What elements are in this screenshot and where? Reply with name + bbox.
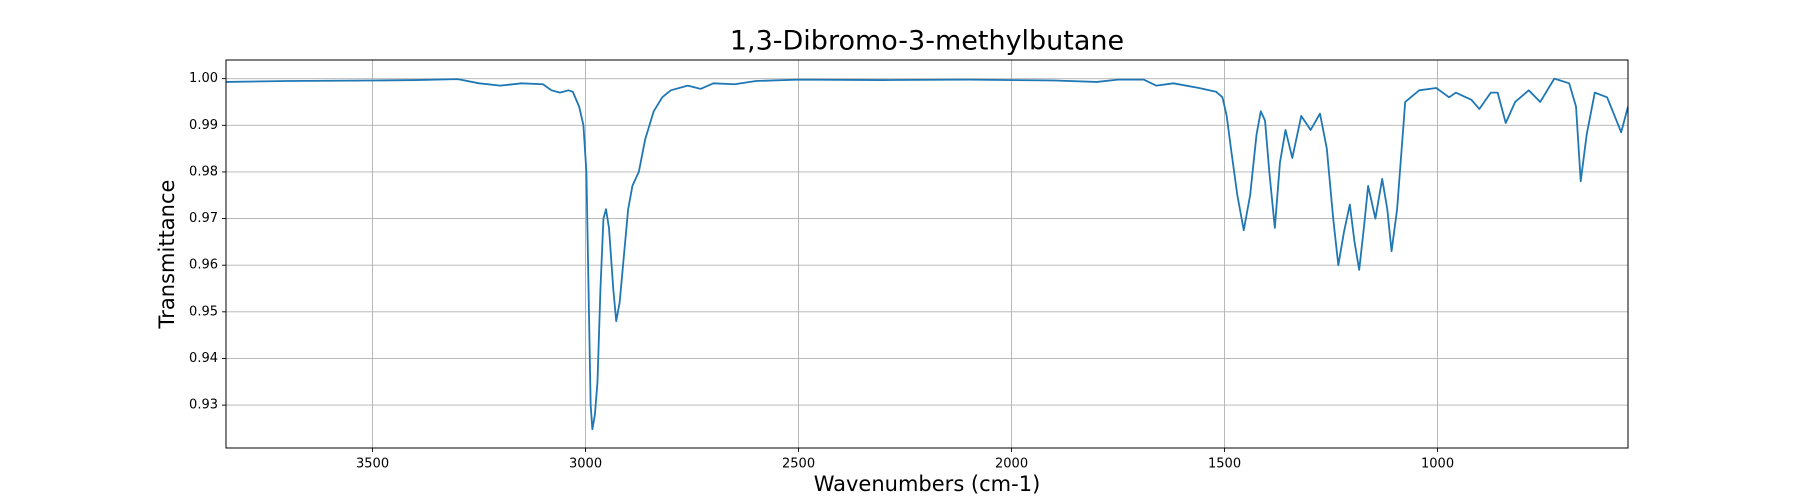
y-tick-label: 0.93 <box>189 398 218 413</box>
y-tick-label: 0.96 <box>189 258 218 273</box>
y-tick-label: 1.00 <box>189 71 218 86</box>
y-tick-label: 0.94 <box>189 351 218 366</box>
y-axis-label: Transmittance <box>155 180 179 330</box>
x-tick-label: 1000 <box>1421 457 1454 472</box>
plot-frame <box>225 59 1629 449</box>
x-tick-label: 3000 <box>569 457 602 472</box>
x-tick-label: 2500 <box>782 457 815 472</box>
chart-title: 1,3-Dibromo-3-methylbutane <box>730 26 1124 57</box>
y-tick-label: 0.97 <box>189 211 218 226</box>
x-tick-label: 2000 <box>995 457 1028 472</box>
y-tick-label: 0.95 <box>189 304 218 319</box>
y-tick-label: 0.99 <box>189 118 218 133</box>
x-axis-label: Wavenumbers (cm-1) <box>814 472 1041 496</box>
x-tick-label: 3500 <box>356 457 389 472</box>
y-tick-label: 0.98 <box>189 164 218 179</box>
x-tick-label: 1500 <box>1208 457 1241 472</box>
spectrum-line <box>226 77 1628 431</box>
